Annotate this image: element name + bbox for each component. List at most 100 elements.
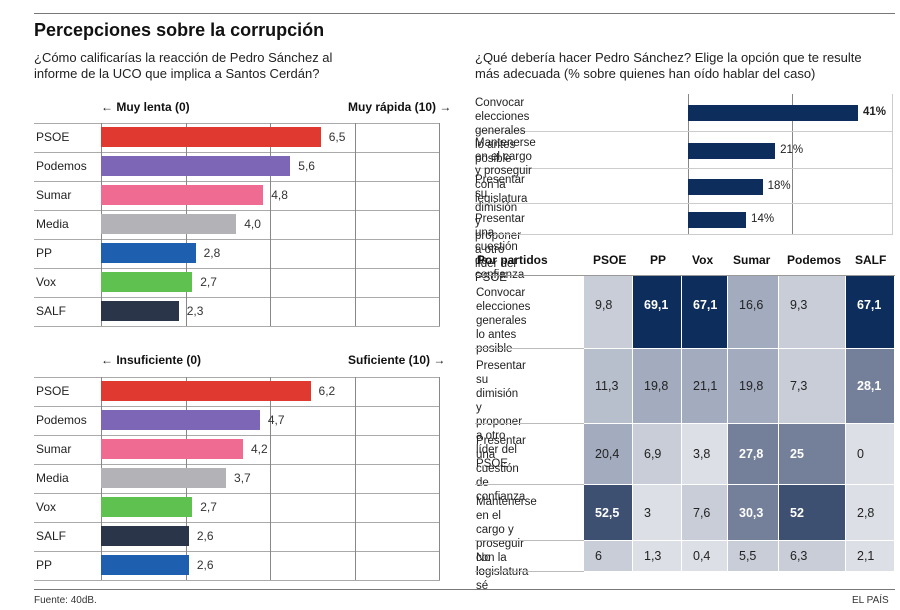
option-label: Presentar su dimisión y proponer a otro l… <box>475 173 525 285</box>
bar <box>101 127 321 147</box>
row-rule <box>475 571 584 572</box>
bar <box>101 272 193 292</box>
category-label: Sumar <box>36 442 72 456</box>
table-cell: 0,4 <box>682 541 727 571</box>
table-cell: 3,8 <box>682 424 727 484</box>
table-cell: 67,1 <box>682 276 727 348</box>
right-question-line: ¿Qué debería hacer Pedro Sánchez? Elige … <box>475 50 862 65</box>
category-label: PSOE <box>36 130 70 144</box>
options-gridline <box>892 94 893 235</box>
column-header: Sumar <box>733 253 771 267</box>
row-label-line: confianza <box>476 491 526 503</box>
table-cell: 1,3 <box>633 541 681 571</box>
row-rule <box>475 348 584 349</box>
table-cell: 6 <box>584 541 632 571</box>
row-label-line: líder del PSOE <box>476 444 517 470</box>
row-label-line: Mantenerse en el <box>476 496 537 522</box>
table-cell: 52 <box>779 485 845 540</box>
column-header: PP <box>650 253 667 267</box>
value-gridline <box>354 377 356 580</box>
table-cell: 9,3 <box>779 276 845 348</box>
row-label-line: Presentar su <box>476 360 526 386</box>
option-bar <box>688 105 858 121</box>
header-rule <box>475 275 895 276</box>
row-gridline <box>34 268 440 269</box>
page-title: Percepciones sobre la corrupción <box>34 20 325 40</box>
left-question-line: ¿Cómo calificarías la reacción de Pedro … <box>34 50 333 65</box>
data-label: 2,7 <box>200 500 217 514</box>
value-gridline <box>354 123 356 326</box>
table-title: Por partidos <box>477 253 548 267</box>
option-percent: 41% <box>863 106 887 118</box>
source-note: Fuente: 40dB. <box>34 595 97 606</box>
option-label: Convocar elecciones generales lo antes po… <box>475 96 529 166</box>
row-label-line: Presentar una <box>476 435 526 461</box>
category-label: PP <box>36 558 53 572</box>
table-cell: 20,4 <box>584 424 632 484</box>
data-label: 2,3 <box>186 304 204 318</box>
category-label: Sumar <box>36 188 72 202</box>
option-percent: 18% <box>767 179 791 192</box>
category-label: Vox <box>36 275 57 289</box>
row-gridline <box>34 181 440 182</box>
row-label: Mantenerse en el cargo y proseguir con la … <box>476 495 537 579</box>
table-cell: 3 <box>633 485 681 540</box>
data-label: 4,0 <box>244 217 261 231</box>
option-percent: 14% <box>751 212 775 225</box>
row-label-line: cargo y proseguir <box>476 524 524 550</box>
bar <box>101 156 291 176</box>
axis-label-right: Muy rápida (10) → <box>348 100 452 114</box>
row-label-line: No lo sé <box>476 552 491 592</box>
row-rule <box>475 540 584 541</box>
table-cell: 69,1 <box>633 276 681 348</box>
row-gridline <box>34 377 440 378</box>
table-cell: 19,8 <box>728 349 778 423</box>
row-label-line: dimisión y <box>476 388 519 414</box>
table-cell: 16,6 <box>728 276 778 348</box>
brand-label: EL PAÍS <box>852 595 889 606</box>
row-gridline <box>34 297 440 298</box>
data-label: 4,2 <box>250 442 268 456</box>
option-gridline <box>475 234 893 235</box>
row-label-line: elecciones <box>476 301 531 313</box>
value-gridline <box>439 123 440 326</box>
options-gridline <box>792 94 793 235</box>
row-label-line: generales lo antes <box>476 315 527 341</box>
row-gridline <box>34 493 440 494</box>
value-gridline <box>270 377 271 580</box>
row-gridline <box>34 464 440 465</box>
bar <box>101 468 227 488</box>
table-cell: 21,1 <box>682 349 727 423</box>
table-cell: 2,8 <box>846 485 894 540</box>
bar <box>101 410 260 430</box>
axis-label-left: ← Insuficiente (0) <box>101 353 202 367</box>
bar <box>101 555 189 575</box>
option-gridline <box>475 131 893 132</box>
column-header: PSOE <box>593 253 627 267</box>
option-label-line: Presentar una cuestión de confianza <box>475 213 525 281</box>
row-rule <box>475 423 584 424</box>
bar <box>101 497 193 517</box>
right-question: ¿Qué debería hacer Pedro Sánchez? Elige … <box>475 50 862 82</box>
category-label: Podemos <box>36 413 87 427</box>
row-gridline <box>34 435 440 436</box>
table-cell: 30,3 <box>728 485 778 540</box>
bar <box>101 243 196 263</box>
row-gridline <box>34 123 440 124</box>
row-label: No lo sé <box>476 551 491 593</box>
option-label-line: Presentar su dimisión y proponer <box>475 174 525 242</box>
category-label: SALF <box>36 304 67 318</box>
row-label-line: cuestión de <box>476 463 519 489</box>
option-percent: 21% <box>780 143 804 156</box>
category-label: PP <box>36 246 53 260</box>
option-gridline <box>475 168 893 169</box>
row-label-line: con la legislatura <box>476 552 529 578</box>
data-label: 2,6 <box>196 558 214 572</box>
bottom-rule <box>34 589 895 590</box>
row-gridline <box>34 580 440 581</box>
option-label: Presentar una cuestión de confianza <box>475 212 525 282</box>
option-bar <box>688 178 763 195</box>
bar <box>101 439 243 459</box>
table-cell: 6,3 <box>779 541 845 571</box>
row-gridline <box>34 522 440 523</box>
